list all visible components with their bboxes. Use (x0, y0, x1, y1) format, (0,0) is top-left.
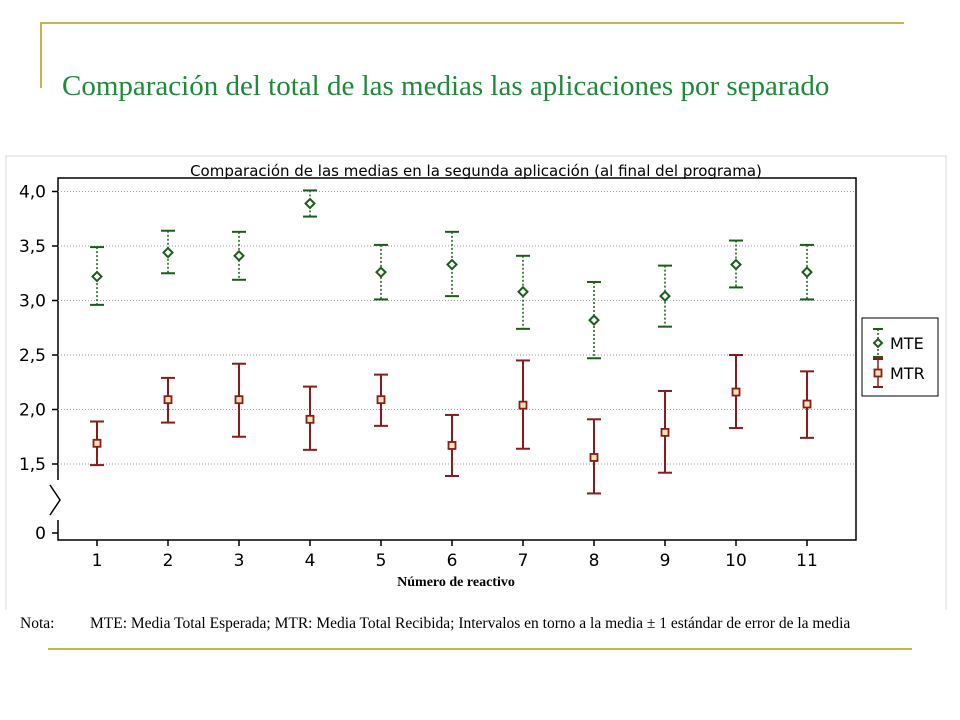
y-tick-label: 2,5 (19, 346, 46, 366)
mtr-marker (589, 453, 599, 462)
mte-marker (304, 197, 316, 210)
y-tick-label: 4,0 (19, 183, 46, 203)
x-tick-label: 11 (796, 551, 818, 571)
mte-marker (91, 270, 103, 283)
mte-marker (233, 249, 245, 262)
mte-marker (659, 290, 671, 303)
x-tick-label: 10 (725, 551, 747, 571)
footnote: Nota: MTE: Media Total Esperada; MTR: Med… (20, 615, 940, 633)
x-tick-label: 9 (660, 551, 671, 571)
mte-marker (162, 246, 174, 259)
x-tick-label: 3 (234, 551, 245, 571)
left-decor-line (40, 22, 42, 88)
mtr-marker (234, 395, 244, 405)
axis-break-marker (49, 484, 61, 516)
x-tick-label: 1 (92, 551, 103, 571)
mte-marker (730, 258, 742, 271)
mtr-marker (305, 414, 315, 424)
x-axis-label: Número de reactivo (397, 575, 515, 590)
mtr-marker (163, 395, 173, 405)
mte-marker (588, 314, 600, 327)
chart-title: Comparación de las medias en la segunda … (190, 162, 762, 180)
y-tick-label: 1,5 (19, 455, 46, 475)
plot-frame (57, 177, 857, 541)
axis-break-gap (54, 480, 62, 520)
chart: Comparación de las medias en la segunda … (5, 155, 947, 610)
mtr-marker (731, 387, 741, 397)
x-tick-label: 2 (163, 551, 174, 571)
top-decor-line (40, 22, 904, 24)
y-tick-label: 3,5 (19, 237, 46, 257)
legend-label: MTR (890, 364, 925, 383)
legend-label: MTE (890, 334, 924, 353)
x-tick-label: 7 (518, 551, 529, 571)
footnote-label: Nota: (20, 615, 55, 632)
mte-marker (801, 266, 813, 279)
mtr-marker (660, 427, 670, 437)
mtr-marker (376, 395, 386, 405)
mtr-marker (518, 400, 528, 410)
x-tick-label: 4 (305, 551, 316, 571)
mte-marker (446, 258, 458, 271)
y-tick-label: 2,0 (19, 401, 46, 421)
mte-marker (517, 285, 529, 298)
y-tick-label: 3,0 (19, 292, 46, 312)
mtr-marker (447, 441, 457, 450)
footnote-text: MTE: Media Total Esperada; MTR: Media To… (90, 615, 851, 632)
y-tick-label: 0 (35, 524, 46, 544)
mtr-marker (92, 438, 102, 448)
x-tick-label: 6 (447, 551, 458, 571)
chart-panel (5, 155, 947, 610)
slide-title: Comparación del total de las medias las … (62, 70, 830, 102)
mtr-marker (802, 399, 812, 409)
mte-marker (375, 266, 387, 279)
legend-mte-marker (872, 337, 884, 349)
legend-mtr-marker (873, 368, 883, 378)
bottom-decor-line (48, 648, 912, 650)
x-tick-label: 5 (376, 551, 387, 571)
x-tick-label: 8 (589, 551, 600, 571)
